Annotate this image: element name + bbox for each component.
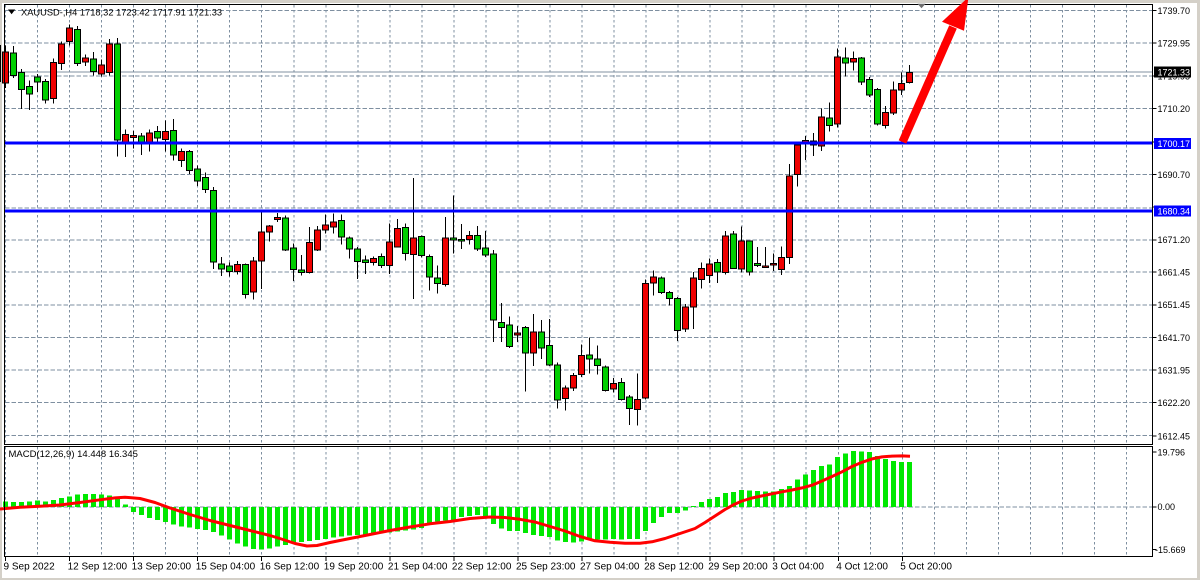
- svg-text:1671.20: 1671.20: [1158, 235, 1191, 245]
- svg-text:12 Sep 12:00: 12 Sep 12:00: [68, 562, 128, 573]
- svg-text:1680.34: 1680.34: [1158, 206, 1191, 216]
- svg-text:1690.70: 1690.70: [1158, 170, 1191, 180]
- svg-text:1721.33: 1721.33: [1158, 68, 1191, 78]
- svg-text:5 Oct 20:00: 5 Oct 20:00: [900, 562, 952, 573]
- svg-text:15 Sep 04:00: 15 Sep 04:00: [196, 562, 256, 573]
- svg-text:19.796: 19.796: [1158, 447, 1186, 457]
- svg-text:XAUUSD-,H4 1718.32 1723.42 17: XAUUSD-,H4 1718.32 1723.42 1717.91 1721.…: [21, 8, 222, 18]
- svg-text:1739.70: 1739.70: [1158, 6, 1191, 16]
- svg-text:28 Sep 12:00: 28 Sep 12:00: [644, 562, 704, 573]
- svg-text:25 Sep 23:00: 25 Sep 23:00: [516, 562, 576, 573]
- svg-text:29 Sep 20:00: 29 Sep 20:00: [708, 562, 768, 573]
- svg-text:19 Sep 20:00: 19 Sep 20:00: [324, 562, 384, 573]
- svg-text:-15.669: -15.669: [1155, 545, 1186, 555]
- svg-text:1729.95: 1729.95: [1158, 39, 1191, 49]
- svg-text:22 Sep 12:00: 22 Sep 12:00: [452, 562, 512, 573]
- svg-text:3 Oct 04:00: 3 Oct 04:00: [772, 562, 824, 573]
- svg-text:1612.45: 1612.45: [1158, 431, 1191, 441]
- svg-text:1710.20: 1710.20: [1158, 104, 1191, 114]
- svg-text:21 Sep 04:00: 21 Sep 04:00: [388, 562, 448, 573]
- svg-text:4 Oct 12:00: 4 Oct 12:00: [836, 562, 888, 573]
- svg-text:1622.20: 1622.20: [1158, 398, 1191, 408]
- svg-text:9 Sep 2022: 9 Sep 2022: [4, 562, 56, 573]
- svg-text:1631.95: 1631.95: [1158, 365, 1191, 375]
- svg-text:0.00: 0.00: [1158, 502, 1176, 512]
- svg-text:1661.45: 1661.45: [1158, 267, 1191, 277]
- svg-text:13 Sep 20:00: 13 Sep 20:00: [132, 562, 192, 573]
- svg-text:27 Sep 04:00: 27 Sep 04:00: [580, 562, 640, 573]
- svg-text:16 Sep 12:00: 16 Sep 12:00: [260, 562, 320, 573]
- svg-text:1651.45: 1651.45: [1158, 300, 1191, 310]
- svg-text:MACD(12,26,9) 14.448 16.345: MACD(12,26,9) 14.448 16.345: [9, 449, 138, 460]
- svg-text:1700.17: 1700.17: [1158, 139, 1191, 149]
- svg-text:1641.70: 1641.70: [1158, 333, 1191, 343]
